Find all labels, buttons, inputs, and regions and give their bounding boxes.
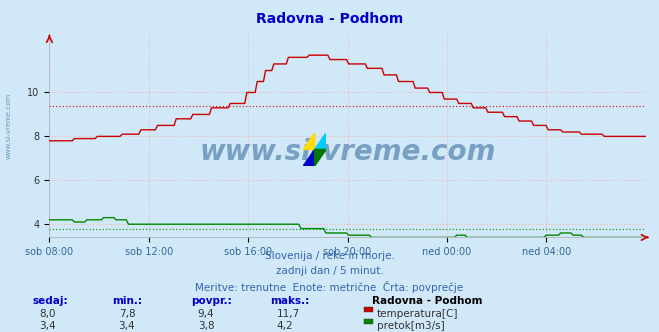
- Text: 11,7: 11,7: [277, 309, 300, 319]
- Text: maks.:: maks.:: [270, 296, 310, 306]
- Text: 7,8: 7,8: [119, 309, 135, 319]
- Text: zadnji dan / 5 minut.: zadnji dan / 5 minut.: [275, 266, 384, 276]
- Text: www.si-vreme.com: www.si-vreme.com: [200, 138, 496, 166]
- Polygon shape: [315, 149, 326, 166]
- Text: sedaj:: sedaj:: [33, 296, 69, 306]
- Text: Radovna - Podhom: Radovna - Podhom: [256, 12, 403, 26]
- Text: 4,2: 4,2: [277, 321, 293, 331]
- Text: pretok[m3/s]: pretok[m3/s]: [377, 321, 445, 331]
- Text: 3,4: 3,4: [119, 321, 135, 331]
- Text: povpr.:: povpr.:: [191, 296, 232, 306]
- Text: 9,4: 9,4: [198, 309, 214, 319]
- Text: 3,8: 3,8: [198, 321, 214, 331]
- Polygon shape: [315, 133, 326, 149]
- Text: www.si-vreme.com: www.si-vreme.com: [5, 93, 11, 159]
- Text: 3,4: 3,4: [40, 321, 56, 331]
- Text: Radovna - Podhom: Radovna - Podhom: [372, 296, 483, 306]
- Text: min.:: min.:: [112, 296, 142, 306]
- Polygon shape: [303, 133, 315, 149]
- Text: Slovenija / reke in morje.: Slovenija / reke in morje.: [264, 251, 395, 261]
- Polygon shape: [303, 149, 315, 166]
- Text: temperatura[C]: temperatura[C]: [377, 309, 459, 319]
- Text: Meritve: trenutne  Enote: metrične  Črta: povprečje: Meritve: trenutne Enote: metrične Črta: …: [195, 281, 464, 292]
- Text: 8,0: 8,0: [40, 309, 56, 319]
